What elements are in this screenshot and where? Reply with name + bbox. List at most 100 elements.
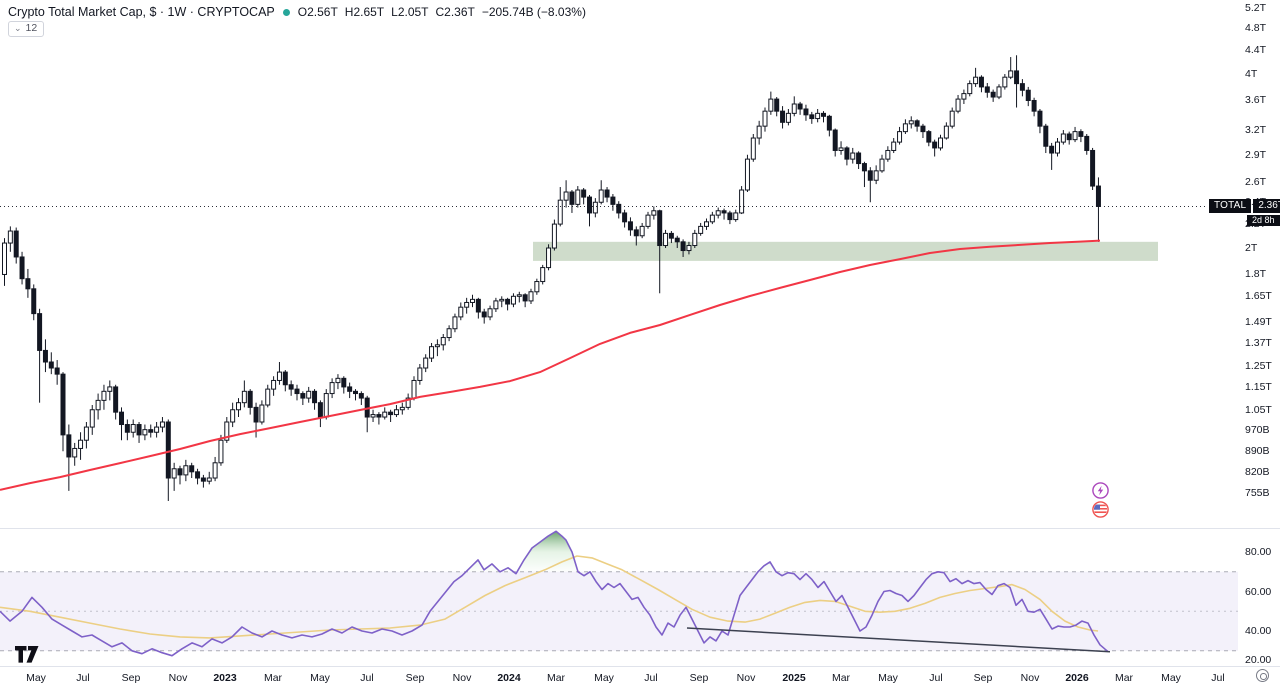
candle-body — [516, 294, 522, 297]
candle-body — [984, 86, 990, 93]
price-tick-label: 755B — [1245, 486, 1270, 499]
symbol-legend[interactable]: Crypto Total Market Cap, $ · 1W · CRYPTO… — [8, 5, 586, 19]
candle-body — [446, 328, 452, 339]
rsi-band — [0, 571, 1238, 651]
candle-body — [563, 191, 569, 201]
rsi-trendline — [686, 627, 1111, 653]
candle-body — [727, 212, 733, 221]
candle-body — [1008, 70, 1014, 78]
candle-body — [236, 402, 241, 411]
candle-body — [499, 298, 505, 302]
candle-body — [54, 367, 60, 375]
candle-body — [791, 103, 797, 114]
candle-body — [25, 278, 31, 290]
rsi-tick-label: 20.00 — [1245, 654, 1272, 666]
candle-body — [557, 199, 563, 225]
candle-body — [83, 426, 89, 441]
candle-body — [938, 137, 943, 149]
candle-body — [423, 357, 429, 369]
time-tick-month-label: Sep — [689, 672, 709, 684]
candle-body — [382, 411, 388, 418]
candle-body — [762, 110, 768, 127]
candle-body — [645, 214, 651, 227]
candle-body — [42, 349, 48, 363]
time-tick-month-label: Mar — [831, 672, 851, 684]
candle-body — [130, 424, 136, 433]
lightning-event-icon[interactable] — [1092, 482, 1109, 499]
candle-body — [200, 477, 206, 482]
ohlc-low: L2.05T — [391, 5, 429, 19]
candle-body — [1014, 70, 1020, 85]
candle-body — [206, 477, 212, 482]
candle-body — [815, 112, 821, 120]
candle-body — [551, 223, 557, 249]
candle-body — [276, 371, 282, 381]
market-status-dot-icon[interactable] — [282, 8, 290, 16]
time-tick-month-label: Nov — [452, 672, 472, 684]
price-badge-value: 2.36T — [1253, 199, 1280, 214]
candle-body — [768, 98, 774, 112]
candle-body — [411, 379, 417, 399]
candle-body — [604, 189, 610, 198]
candle-body — [698, 225, 704, 234]
candle-body — [300, 393, 306, 399]
candle-body — [826, 115, 832, 131]
price-tick-label: 970B — [1245, 423, 1270, 436]
candle-body — [739, 189, 745, 214]
candle-body — [48, 361, 54, 369]
candle-body — [329, 382, 335, 395]
candle-body — [230, 409, 236, 423]
candle-body — [458, 306, 464, 318]
candle-body — [856, 152, 862, 165]
ohlc-open: O2.56T — [297, 5, 338, 19]
candle-body — [124, 424, 130, 433]
candle-body — [592, 201, 598, 214]
candle-body — [750, 137, 756, 160]
candle-body — [978, 76, 984, 88]
candle-body — [692, 232, 698, 247]
candle-body — [341, 377, 347, 388]
candle-body — [189, 465, 195, 473]
candle-body — [838, 147, 844, 151]
candle-body — [241, 390, 247, 404]
candle-body — [1037, 110, 1043, 127]
candle-body — [680, 241, 686, 252]
price-tick-label: 1.8T — [1245, 268, 1267, 281]
candle-body — [803, 108, 809, 116]
time-tick-month-label: Mar — [546, 672, 566, 684]
symbol-title: Crypto Total Market Cap, $ · 1W · CRYPTO… — [8, 5, 275, 19]
candle-body — [546, 247, 552, 269]
us-flag-event-icon[interactable] — [1092, 501, 1109, 518]
time-tick-month-label: Jul — [360, 672, 374, 684]
rsi-tick-label: 60.00 — [1245, 585, 1272, 598]
price-tick-label: 2.6T — [1245, 176, 1267, 189]
price-tick-label: 1.65T — [1245, 290, 1272, 303]
candle-body — [376, 414, 382, 418]
price-tick-label: 820B — [1245, 465, 1270, 478]
price-tick-label: 5.2T — [1245, 2, 1267, 15]
candle-body — [627, 221, 633, 231]
candle-body — [569, 191, 575, 205]
ohlc-high: H2.65T — [344, 5, 385, 19]
time-tick-month-label: Nov — [168, 672, 188, 684]
candle-body — [510, 295, 516, 305]
candle-body — [832, 129, 838, 151]
candle-body — [879, 158, 885, 172]
candle-body — [60, 373, 66, 436]
candle-body — [212, 462, 218, 479]
candle-body — [370, 414, 376, 418]
candle-body — [850, 152, 856, 160]
ohlc-close: C2.36T — [435, 5, 475, 19]
candle-body — [89, 409, 95, 428]
price-tick-label: 3.6T — [1245, 94, 1267, 107]
indicators-collapse-chip[interactable]: ⌄ 12 — [8, 21, 45, 37]
pane-divider[interactable] — [0, 528, 1280, 529]
candle-body — [534, 281, 540, 293]
candle-body — [440, 337, 446, 346]
time-axis-settings-icon[interactable] — [1256, 669, 1269, 682]
time-tick-month-label: Nov — [736, 672, 756, 684]
candle-body — [522, 294, 528, 302]
candle-body — [195, 471, 201, 479]
price-tick-label: 1.49T — [1245, 315, 1272, 328]
